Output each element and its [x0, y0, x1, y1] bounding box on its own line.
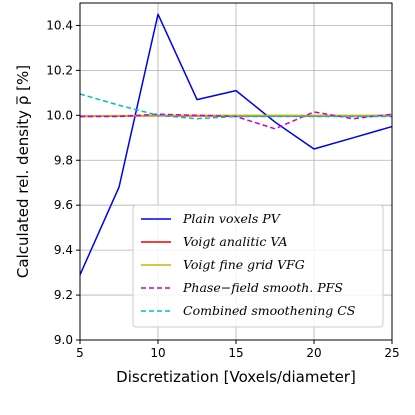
- legend-label-3: Phase−field smooth. PFS: [182, 280, 343, 295]
- x-tick-label: 5: [76, 346, 84, 360]
- series-line-0: [79, 13, 393, 276]
- legend: Plain voxels PV Voigt analitic VA Voigt fi…: [132, 204, 384, 328]
- series-lines: [79, 13, 393, 276]
- legend-label-4: Combined smoothening CS: [183, 303, 355, 318]
- y-tick-label: 9.0: [54, 333, 73, 347]
- y-tick-label: 10.4: [46, 18, 73, 32]
- y-axis-label: Calculated rel. density ρ̅ [%]: [14, 65, 32, 278]
- legend-box: [132, 204, 384, 328]
- y-tick-label: 10.0: [46, 108, 73, 122]
- x-tick-label: 10: [150, 346, 165, 360]
- legend-label-2: Voigt fine grid VFG: [183, 257, 305, 272]
- legend-label-1: Voigt analitic VA: [183, 234, 288, 249]
- x-tick-label: 20: [306, 346, 321, 360]
- series-line-3: [80, 111, 393, 130]
- y-tick-label: 9.6: [54, 198, 73, 212]
- legend-label-0: Plain voxels PV: [182, 211, 282, 226]
- y-tick-label: 10.2: [46, 63, 73, 77]
- y-tick-label: 9.4: [54, 243, 73, 257]
- x-tick-label: 15: [228, 346, 243, 360]
- x-axis-label: Discretization [Voxels/diameter]: [116, 368, 356, 386]
- axis-ticks: 5 10 15 20 25 9.0 9.2 9.4 9.6 9.8 10.0 10.2 10.4: [46, 18, 399, 360]
- x-tick-label: 25: [384, 346, 399, 360]
- y-tick-label: 9.2: [54, 288, 73, 302]
- y-tick-label: 9.8: [54, 153, 73, 167]
